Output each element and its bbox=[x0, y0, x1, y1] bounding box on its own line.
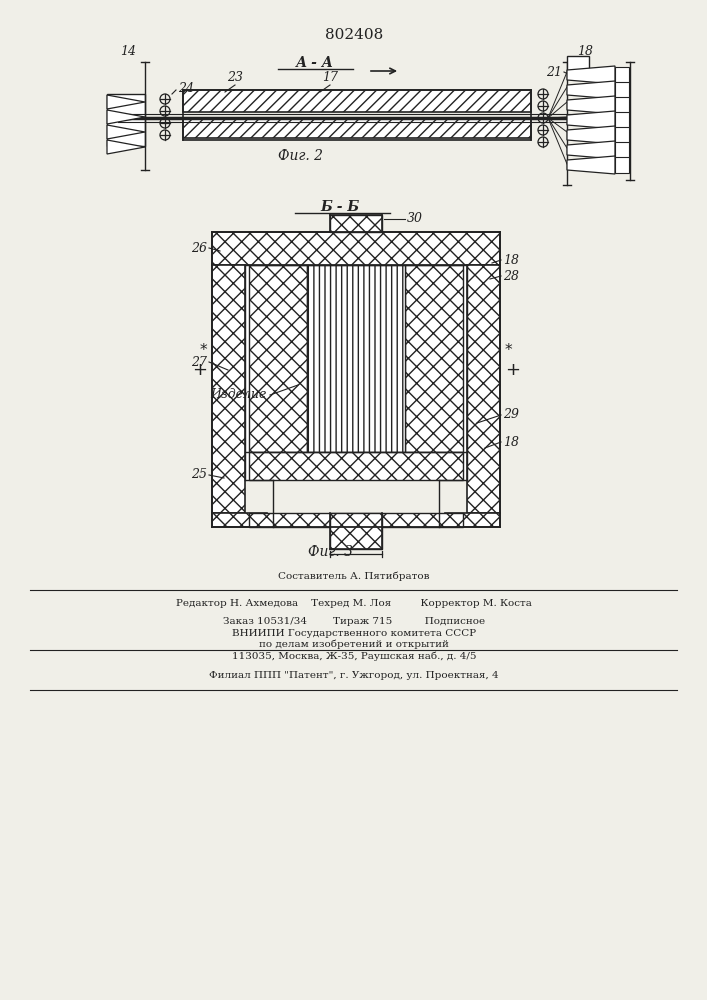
Bar bbox=[615, 82, 629, 98]
Text: 23: 23 bbox=[227, 71, 243, 84]
Polygon shape bbox=[567, 96, 615, 114]
Bar bbox=[245, 265, 467, 480]
Bar bbox=[615, 157, 629, 173]
Text: Заказ 10531/34        Тираж 715          Подписное: Заказ 10531/34 Тираж 715 Подписное bbox=[223, 616, 485, 626]
Text: 18: 18 bbox=[503, 253, 519, 266]
Text: 21: 21 bbox=[546, 66, 562, 79]
Text: *: * bbox=[199, 342, 207, 358]
Polygon shape bbox=[567, 156, 615, 174]
Text: +: + bbox=[192, 361, 207, 379]
Text: 29: 29 bbox=[503, 408, 519, 422]
Polygon shape bbox=[107, 125, 145, 139]
Text: Изделие: Изделие bbox=[210, 388, 267, 401]
Text: Редактор Н. Ахмедова    Техред М. Лоя         Корректор М. Коста: Редактор Н. Ахмедова Техред М. Лоя Корре… bbox=[176, 598, 532, 607]
Bar bbox=[445, 513, 500, 527]
Text: 25: 25 bbox=[191, 468, 207, 482]
Text: 14: 14 bbox=[120, 45, 136, 58]
Text: 802408: 802408 bbox=[325, 28, 383, 42]
Bar bbox=[212, 265, 245, 513]
Bar bbox=[212, 513, 267, 527]
Bar bbox=[249, 265, 307, 452]
Polygon shape bbox=[107, 95, 145, 109]
Bar bbox=[249, 513, 463, 527]
Bar bbox=[249, 452, 463, 480]
Text: *: * bbox=[505, 342, 513, 358]
Bar bbox=[615, 112, 629, 128]
Text: 28: 28 bbox=[503, 269, 519, 282]
Polygon shape bbox=[567, 141, 615, 159]
Text: +: + bbox=[505, 361, 520, 379]
Polygon shape bbox=[567, 111, 615, 129]
Bar bbox=[615, 142, 629, 158]
Text: Фиг. 2: Фиг. 2 bbox=[278, 149, 322, 163]
Bar bbox=[567, 56, 589, 72]
Text: 113035, Москва, Ж-35, Раушская наб., д. 4/5: 113035, Москва, Ж-35, Раушская наб., д. … bbox=[232, 651, 477, 661]
Polygon shape bbox=[107, 140, 145, 154]
Bar bbox=[307, 265, 405, 452]
Polygon shape bbox=[567, 126, 615, 144]
Bar bbox=[183, 90, 531, 112]
Bar bbox=[212, 232, 500, 265]
Polygon shape bbox=[107, 110, 145, 124]
Text: 18: 18 bbox=[503, 436, 519, 448]
Text: 26: 26 bbox=[191, 241, 207, 254]
Bar bbox=[405, 265, 463, 452]
Text: 30: 30 bbox=[407, 213, 423, 226]
Text: ВНИИПИ Государственного комитета СССР: ВНИИПИ Государственного комитета СССР bbox=[232, 629, 476, 638]
Text: Б - Б: Б - Б bbox=[320, 200, 360, 214]
Bar bbox=[615, 127, 629, 143]
Bar bbox=[183, 118, 531, 138]
Text: Филиал ППП "Патент", г. Ужгород, ул. Проектная, 4: Филиал ППП "Патент", г. Ужгород, ул. Про… bbox=[209, 672, 499, 680]
Polygon shape bbox=[567, 81, 615, 99]
Text: Составитель А. Пятибратов: Составитель А. Пятибратов bbox=[279, 571, 430, 581]
Text: 17: 17 bbox=[322, 71, 338, 84]
Bar bbox=[330, 215, 382, 232]
Text: Фиг. 3: Фиг. 3 bbox=[308, 545, 353, 559]
Text: по делам изобретений и открытий: по делам изобретений и открытий bbox=[259, 639, 449, 649]
Bar bbox=[330, 513, 382, 549]
Polygon shape bbox=[567, 66, 615, 84]
Bar bbox=[615, 97, 629, 113]
Bar bbox=[615, 67, 629, 83]
Bar bbox=[467, 265, 500, 513]
Text: А - А: А - А bbox=[296, 56, 334, 70]
Text: 27: 27 bbox=[191, 356, 207, 368]
Bar bbox=[107, 94, 145, 146]
Text: 18: 18 bbox=[577, 45, 593, 58]
Text: 24: 24 bbox=[178, 82, 194, 95]
